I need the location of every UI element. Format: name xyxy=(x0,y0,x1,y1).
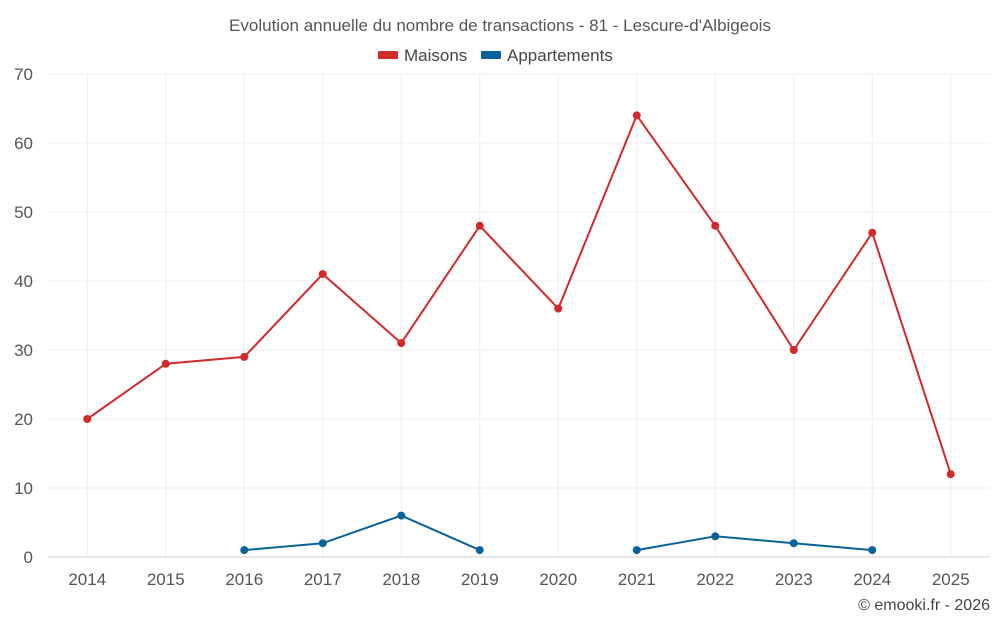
data-point-appartements[interactable] xyxy=(240,546,249,555)
data-point-maisons[interactable] xyxy=(789,346,798,354)
legend-swatch-maisons[interactable] xyxy=(378,51,398,59)
data-point-appartements[interactable] xyxy=(632,546,641,555)
x-tick-label: 2021 xyxy=(618,570,656,589)
y-tick-label: 40 xyxy=(14,272,33,291)
x-tick-label: 2024 xyxy=(853,570,891,589)
y-tick-label: 70 xyxy=(14,65,33,84)
data-point-appartements[interactable] xyxy=(475,546,484,555)
data-point-maisons[interactable] xyxy=(868,228,877,237)
series-line-appartements xyxy=(636,535,873,552)
y-axis: 0 10 20 30 40 50 60 70 xyxy=(14,65,33,567)
data-point-maisons[interactable] xyxy=(397,339,406,348)
x-tick-label: 2019 xyxy=(461,570,499,589)
legend: Maisons Appartements xyxy=(378,46,613,65)
x-tick-label: 2014 xyxy=(68,570,106,589)
data-point-maisons[interactable] xyxy=(240,352,249,361)
data-point-appartements[interactable] xyxy=(789,539,798,548)
x-tick-label: 2015 xyxy=(147,570,185,589)
legend-label-maisons[interactable]: Maisons xyxy=(404,46,467,65)
series-line-appartements xyxy=(244,514,481,552)
x-tick-label: 2025 xyxy=(932,570,970,589)
x-tick-label: 2018 xyxy=(382,570,420,589)
data-point-appartements[interactable] xyxy=(397,511,406,520)
data-point-maisons[interactable] xyxy=(711,221,720,230)
y-tick-label: 60 xyxy=(14,134,33,153)
data-point-maisons[interactable] xyxy=(83,415,92,423)
series-appartements xyxy=(240,511,877,555)
legend-swatch-appartements[interactable] xyxy=(481,51,501,59)
y-tick-label: 20 xyxy=(14,410,33,429)
chart-title: Evolution annuelle du nombre de transact… xyxy=(229,16,771,35)
x-tick-label: 2016 xyxy=(225,570,263,589)
y-tick-label: 30 xyxy=(14,341,33,360)
credit-text: © emooki.fr - 2026 xyxy=(858,597,990,614)
legend-label-appartements[interactable]: Appartements xyxy=(507,46,613,65)
data-point-maisons[interactable] xyxy=(318,270,327,279)
series-layer xyxy=(83,111,955,555)
data-point-appartements[interactable] xyxy=(318,539,327,548)
x-axis: 2014 2015 2016 2017 2018 2019 2020 2021 2022 2023… xyxy=(68,570,969,589)
x-tick-label: 2022 xyxy=(696,570,734,589)
series-line-maisons xyxy=(86,114,952,475)
x-tick-label: 2020 xyxy=(539,570,577,589)
data-point-maisons[interactable] xyxy=(161,359,170,368)
x-tick-label: 2017 xyxy=(304,570,342,589)
data-point-appartements[interactable] xyxy=(868,546,877,555)
y-tick-label: 0 xyxy=(24,548,33,567)
data-point-maisons[interactable] xyxy=(475,221,484,230)
gridlines xyxy=(48,73,990,558)
data-point-appartements[interactable] xyxy=(711,532,720,541)
data-point-maisons[interactable] xyxy=(946,470,955,479)
data-point-maisons[interactable] xyxy=(632,111,641,120)
y-tick-label: 10 xyxy=(14,479,33,498)
data-point-maisons[interactable] xyxy=(554,304,563,313)
series-maisons xyxy=(83,111,955,479)
x-tick-label: 2023 xyxy=(775,570,813,589)
y-tick-label: 50 xyxy=(14,203,33,222)
